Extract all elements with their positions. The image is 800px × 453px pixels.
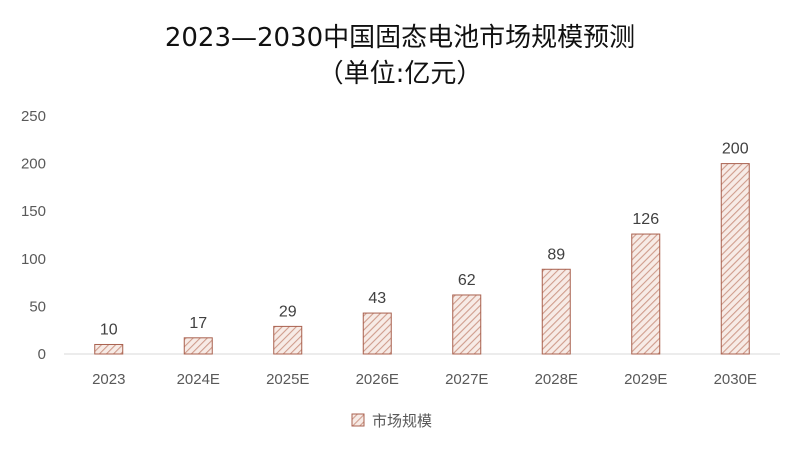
bar: [631, 233, 661, 355]
x-tick-label: 2030E: [714, 371, 757, 388]
bar: [273, 325, 303, 355]
bar: [541, 268, 571, 355]
legend: 市场规模: [351, 412, 432, 430]
data-label: 29: [279, 303, 297, 320]
data-labels: 10 17 29 43 62 89 126 200: [100, 141, 749, 339]
data-label: 17: [189, 315, 207, 332]
bar: [94, 343, 124, 355]
legend-label: 市场规模: [372, 412, 432, 430]
x-axis-tick-labels: 2023 2024E 2025E 2026E 2027E 2028E 2029E 2030E: [92, 371, 757, 388]
y-tick-label: 0: [38, 346, 46, 363]
bars: [94, 163, 750, 355]
data-label: 200: [722, 141, 749, 158]
bar: [720, 163, 750, 355]
y-tick-label: 100: [21, 251, 46, 268]
y-tick-label: 250: [21, 108, 46, 125]
x-tick-label: 2026E: [356, 371, 399, 388]
y-tick-label: 50: [29, 298, 46, 315]
x-tick-label: 2027E: [445, 371, 488, 388]
chart-title: 2023—2030中国固态电池市场规模预测: [165, 23, 635, 53]
x-tick-label: 2029E: [624, 371, 667, 388]
bar: [452, 294, 482, 355]
y-tick-label: 200: [21, 156, 46, 173]
x-tick-label: 2028E: [535, 371, 578, 388]
x-tick-label: 2024E: [177, 371, 220, 388]
data-label: 10: [100, 321, 118, 338]
y-tick-label: 150: [21, 203, 46, 220]
chart-subtitle: （单位:亿元）: [318, 59, 483, 89]
data-label: 89: [547, 246, 565, 263]
bar: [362, 312, 392, 355]
x-tick-label: 2023: [92, 371, 125, 388]
bar: [183, 337, 213, 355]
data-label: 126: [632, 211, 659, 228]
data-label: 43: [368, 290, 386, 307]
x-tick-label: 2025E: [266, 371, 309, 388]
legend-swatch: [351, 413, 365, 427]
y-axis-tick-labels: 0 50 100 150 200 250: [21, 108, 46, 363]
data-label: 62: [458, 272, 476, 289]
